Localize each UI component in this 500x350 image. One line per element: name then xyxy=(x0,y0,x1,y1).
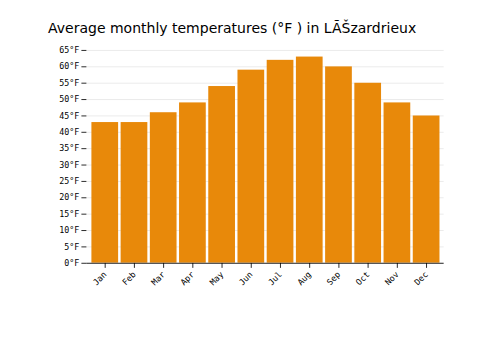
svg-text:10°F: 10°F xyxy=(59,225,79,235)
svg-text:30°F: 30°F xyxy=(59,160,79,170)
svg-text:Apr: Apr xyxy=(178,269,196,287)
html-text:Average monthly temperatures (: Average monthly temperatures (°F ) in LÃ… xyxy=(48,20,417,36)
svg-text:Aug: Aug xyxy=(295,269,313,287)
svg-text:65°F: 65°F xyxy=(59,45,79,55)
svg-text:50°F: 50°F xyxy=(59,94,79,104)
svg-text:20°F: 20°F xyxy=(59,192,79,202)
svg-text:40°F: 40°F xyxy=(59,127,79,137)
svg-text:Nov: Nov xyxy=(383,269,401,287)
svg-text:55°F: 55°F xyxy=(59,78,79,88)
svg-text:5°F: 5°F xyxy=(64,242,79,252)
svg-text:0°F: 0°F xyxy=(64,258,79,268)
svg-text:May: May xyxy=(208,269,226,287)
svg-text:Mar: Mar xyxy=(149,269,167,287)
svg-text:25°F: 25°F xyxy=(59,176,79,186)
svg-text:15°F: 15°F xyxy=(59,209,79,219)
svg-text:Oct: Oct xyxy=(354,269,372,287)
svg-text:35°F: 35°F xyxy=(59,143,79,153)
svg-text:Feb: Feb xyxy=(120,269,138,287)
svg-text:60°F: 60°F xyxy=(59,61,79,71)
svg-text:Jan: Jan xyxy=(91,269,109,287)
svg-text:Dec: Dec xyxy=(412,269,430,287)
svg-text:45°F: 45°F xyxy=(59,111,79,121)
svg-text:Jul: Jul xyxy=(266,269,284,287)
svg-text:Sep: Sep xyxy=(324,269,342,287)
svg-text:Jun: Jun xyxy=(237,269,255,287)
